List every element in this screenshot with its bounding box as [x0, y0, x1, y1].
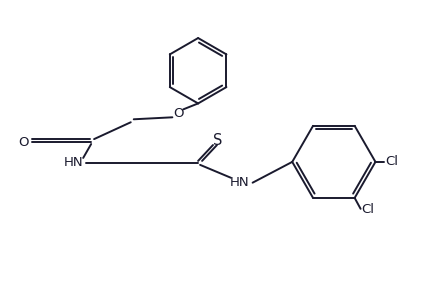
Text: S: S: [213, 132, 223, 148]
Text: O: O: [173, 107, 184, 120]
Text: Cl: Cl: [362, 203, 375, 216]
Text: HN: HN: [230, 176, 249, 189]
Text: O: O: [19, 135, 29, 149]
Text: Cl: Cl: [385, 155, 398, 168]
Text: HN: HN: [63, 156, 83, 169]
